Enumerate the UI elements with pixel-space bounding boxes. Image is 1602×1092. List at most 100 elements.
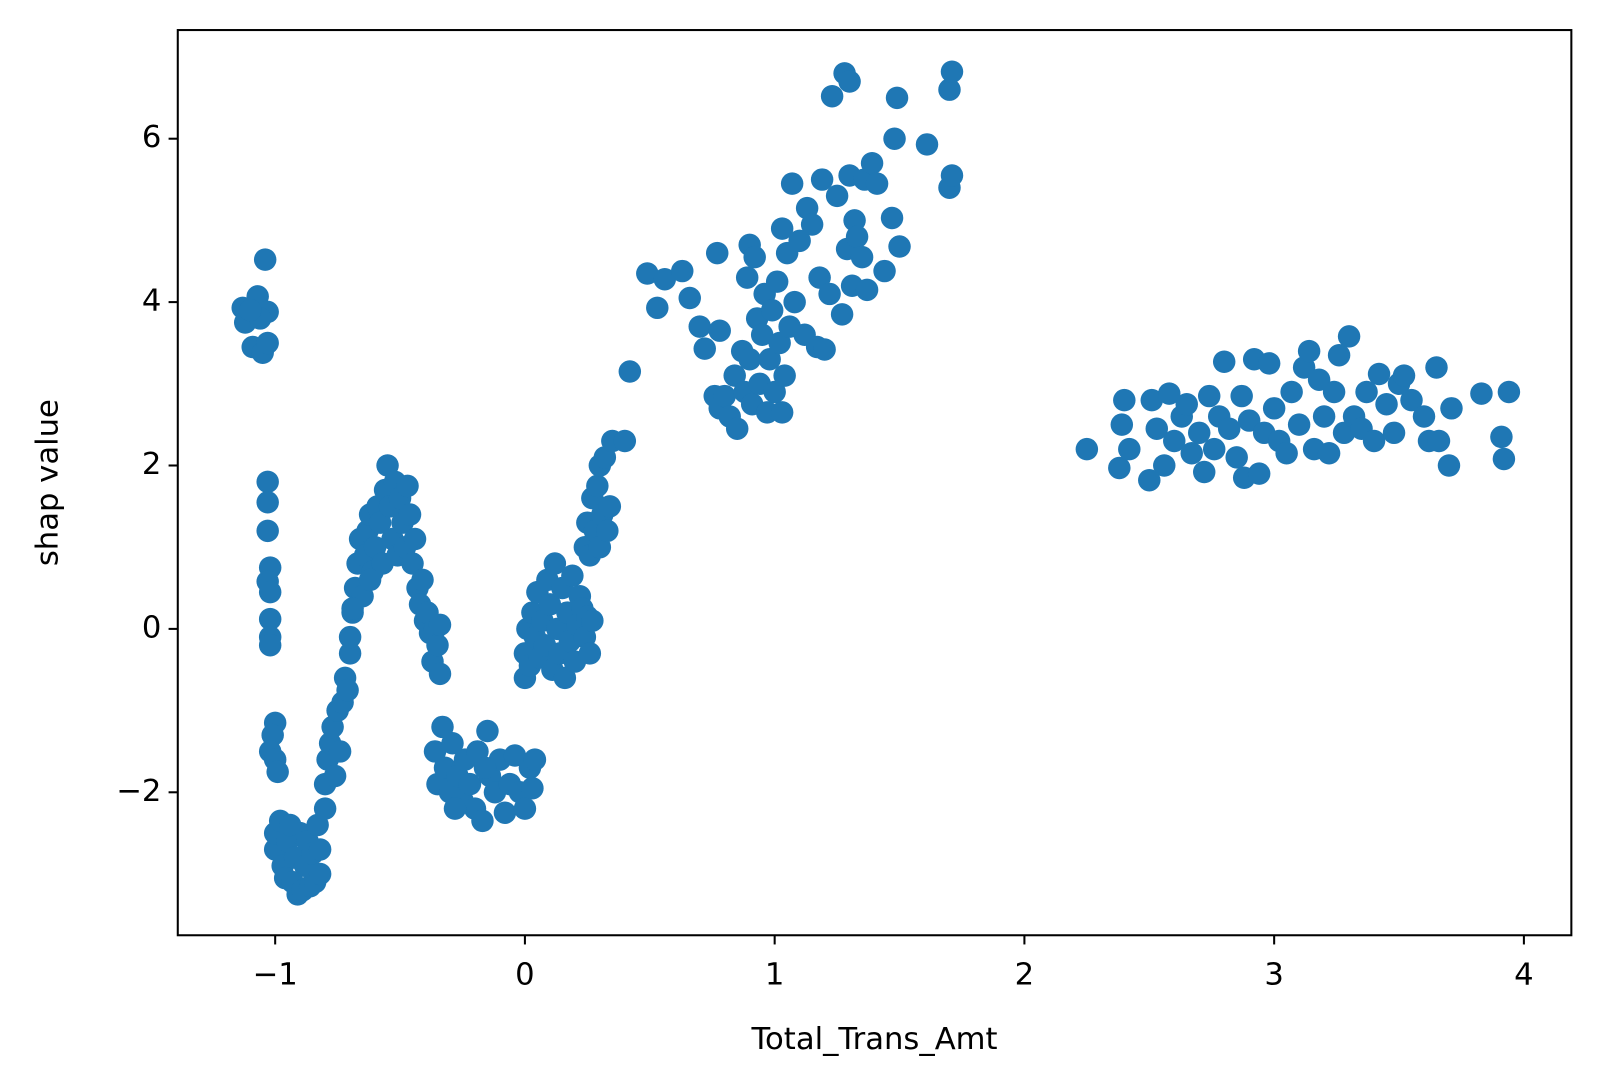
point — [493, 801, 517, 824]
point — [308, 862, 332, 886]
point — [368, 511, 392, 534]
point — [336, 678, 359, 702]
point — [830, 303, 854, 326]
point — [338, 642, 362, 665]
point — [1202, 437, 1226, 461]
axes-frame — [176, 29, 1573, 937]
point — [1075, 437, 1099, 461]
point — [1440, 397, 1463, 420]
point — [788, 229, 811, 253]
point — [743, 245, 766, 269]
point — [838, 70, 861, 93]
point — [940, 60, 964, 83]
point — [358, 568, 382, 592]
point — [915, 133, 939, 156]
y-tick-label: −2 — [116, 774, 161, 809]
point — [770, 217, 794, 240]
point — [258, 580, 282, 604]
point — [543, 552, 567, 575]
point — [1312, 405, 1336, 428]
y-tick-label: 2 — [142, 447, 162, 482]
point — [758, 348, 781, 371]
point — [1437, 454, 1461, 477]
x-tick-label: 2 — [1015, 957, 1034, 992]
point — [1257, 352, 1281, 375]
point — [723, 364, 746, 387]
point — [940, 164, 964, 187]
point — [521, 776, 544, 800]
y-axis-label: shap value — [31, 399, 66, 566]
point — [396, 474, 419, 498]
point — [598, 495, 622, 518]
point — [431, 715, 454, 739]
point — [441, 732, 464, 755]
point — [476, 719, 499, 743]
point — [1110, 413, 1134, 436]
point — [308, 838, 332, 861]
point — [1287, 413, 1311, 436]
point — [783, 290, 806, 314]
point — [885, 86, 909, 110]
point — [693, 337, 716, 360]
point — [688, 315, 711, 338]
point — [888, 235, 911, 258]
x-tick-label: 3 — [1264, 957, 1284, 992]
point — [1180, 442, 1203, 465]
point — [765, 270, 789, 293]
x-tick-label: 4 — [1514, 957, 1534, 992]
point — [1153, 454, 1176, 477]
point — [428, 662, 452, 686]
point — [880, 206, 904, 230]
plot-area — [231, 60, 1521, 906]
point — [1317, 442, 1341, 465]
point — [1118, 437, 1141, 461]
point — [760, 299, 784, 322]
point — [618, 360, 642, 383]
point — [1392, 364, 1416, 387]
point — [1492, 447, 1516, 471]
point — [873, 259, 896, 283]
point — [403, 527, 427, 551]
point — [768, 331, 791, 355]
point — [561, 564, 584, 588]
point — [725, 417, 749, 440]
point — [738, 348, 761, 371]
x-axis-label: Total_Trans_Amt — [751, 1022, 998, 1057]
y-tick-label: 4 — [142, 284, 162, 319]
point — [1470, 382, 1493, 405]
point — [825, 184, 849, 208]
point — [258, 607, 282, 631]
x-tick-label: 0 — [515, 957, 535, 992]
point — [845, 225, 869, 248]
point — [1362, 429, 1386, 453]
point — [401, 552, 424, 575]
point — [1217, 417, 1241, 440]
point — [735, 266, 759, 289]
point — [1375, 392, 1398, 416]
point — [1275, 442, 1298, 465]
point — [750, 323, 774, 347]
point — [341, 597, 364, 620]
point — [1280, 380, 1303, 404]
point — [1140, 388, 1164, 412]
point — [1490, 425, 1513, 449]
point — [1337, 325, 1361, 348]
point — [813, 338, 836, 361]
point — [411, 568, 434, 592]
point — [636, 262, 659, 285]
point — [423, 740, 447, 763]
point — [1297, 339, 1321, 363]
point — [1400, 388, 1423, 412]
point — [256, 519, 279, 543]
y-tick-label: 0 — [142, 610, 162, 645]
point — [1425, 356, 1448, 379]
point — [278, 813, 302, 837]
point — [443, 797, 467, 820]
point — [398, 503, 422, 526]
point — [1497, 380, 1521, 404]
point — [671, 259, 694, 283]
point — [820, 84, 844, 108]
point — [586, 474, 609, 498]
